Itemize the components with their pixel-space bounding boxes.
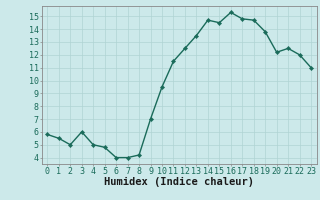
X-axis label: Humidex (Indice chaleur): Humidex (Indice chaleur) xyxy=(104,177,254,187)
